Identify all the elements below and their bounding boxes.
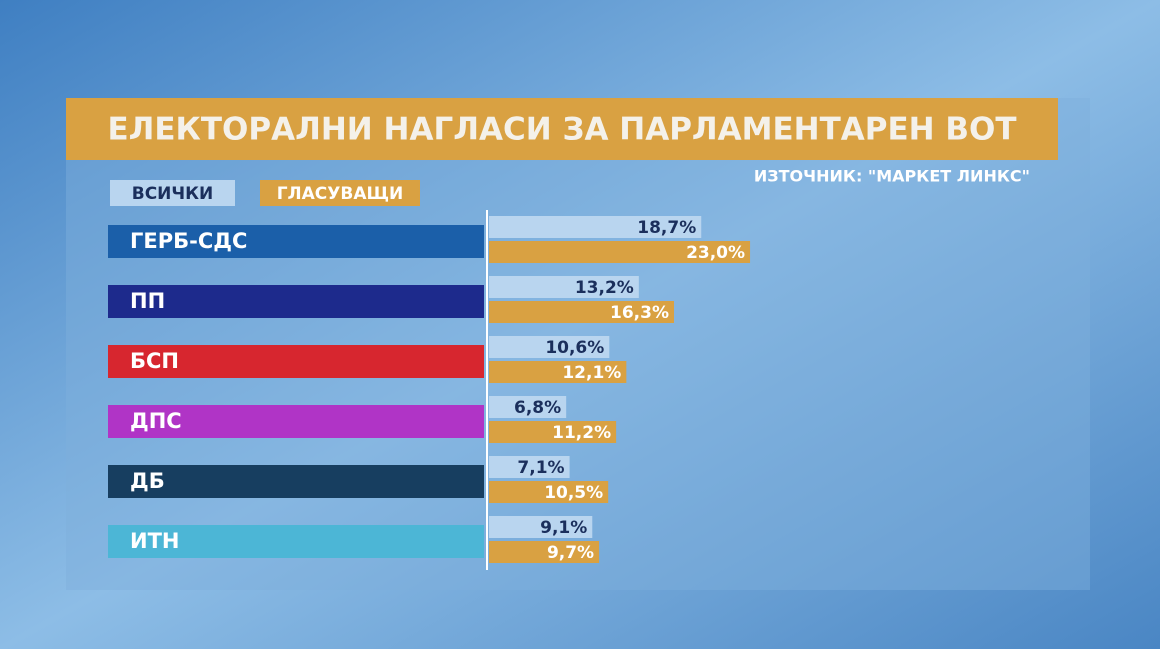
bar: [489, 516, 593, 538]
bar: [489, 336, 610, 358]
bar: [489, 361, 627, 383]
category-bar: [108, 345, 484, 378]
category-label: ДБ: [130, 469, 165, 493]
category-label: ГЕРБ-СДС: [130, 229, 247, 253]
bar: [489, 396, 567, 418]
bar: [489, 481, 609, 503]
value-label: 18,7%: [637, 218, 696, 238]
legend-label: ГЛАСУВАЩИ: [277, 184, 404, 204]
value-label: 13,2%: [575, 278, 634, 298]
category-label: ИТН: [130, 529, 179, 553]
value-label: 12,1%: [562, 363, 621, 383]
bar: [489, 276, 639, 298]
value-label: 23,0%: [686, 243, 745, 263]
value-label: 9,7%: [547, 543, 594, 563]
category-bar: [108, 465, 484, 498]
legend-swatch: [110, 180, 235, 206]
bar: [489, 301, 675, 323]
legend-swatch: [260, 180, 420, 206]
chart-title: ЕЛЕКТОРАЛНИ НАГЛАСИ ЗА ПАРЛАМЕНТАРЕН ВОТ: [107, 112, 1016, 148]
legend-label: ВСИЧКИ: [132, 184, 214, 204]
value-label: 7,1%: [517, 458, 564, 478]
value-label: 9,1%: [540, 518, 587, 538]
value-label: 16,3%: [610, 303, 669, 323]
value-label: 10,6%: [545, 338, 604, 358]
bar: [489, 241, 751, 263]
category-label: ДПС: [130, 409, 182, 433]
bar: [489, 421, 617, 443]
value-label: 6,8%: [514, 398, 561, 418]
title-bar: [66, 98, 1058, 160]
bar: [489, 216, 702, 238]
category-bar: [108, 525, 484, 558]
category-label: БСП: [130, 349, 179, 373]
category-bar: [108, 225, 484, 258]
category-label: ПП: [130, 289, 165, 313]
bar: [489, 456, 570, 478]
category-bar: [108, 285, 484, 318]
value-label: 10,5%: [544, 483, 603, 503]
source: ИЗТОЧНИК: "МАРКЕТ ЛИНКС": [754, 167, 1030, 186]
category-bar: [108, 405, 484, 438]
bar: [489, 541, 600, 563]
value-label: 11,2%: [552, 423, 611, 443]
